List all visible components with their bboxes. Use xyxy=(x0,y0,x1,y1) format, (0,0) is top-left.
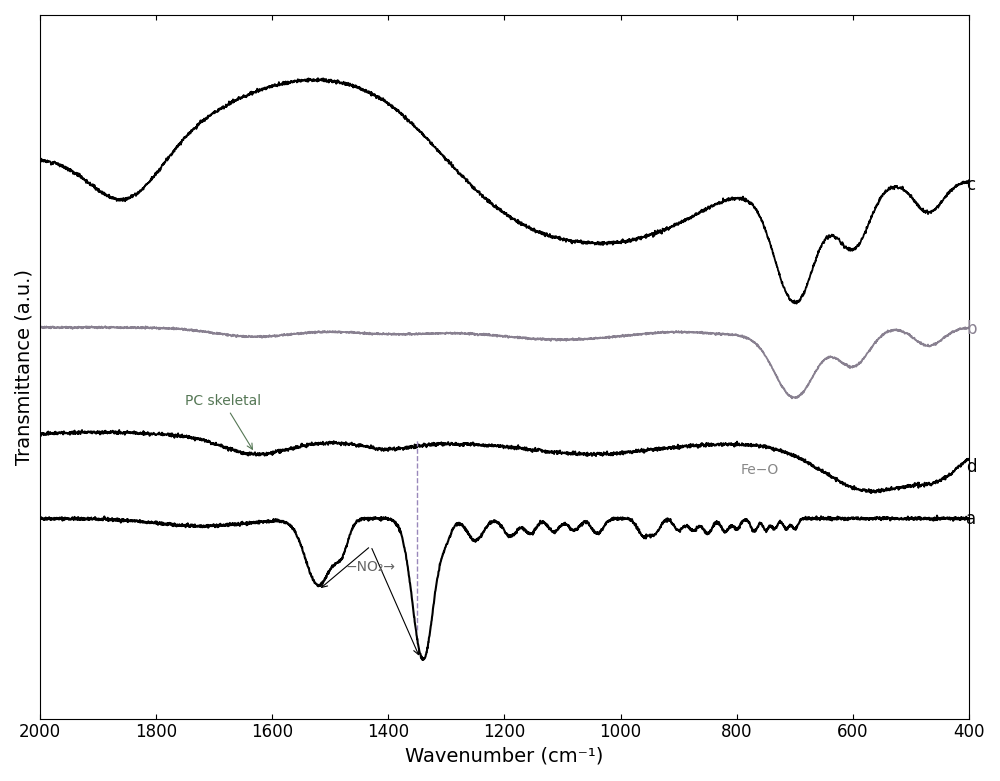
X-axis label: Wavenumber (cm⁻¹): Wavenumber (cm⁻¹) xyxy=(405,747,604,766)
Text: Fe−O: Fe−O xyxy=(741,463,779,477)
Text: b: b xyxy=(966,320,977,338)
Text: d: d xyxy=(966,458,977,476)
Y-axis label: Transmittance (a.u.): Transmittance (a.u.) xyxy=(15,269,34,465)
Text: a: a xyxy=(966,510,976,528)
Text: c: c xyxy=(966,177,975,194)
Text: PC skeletal: PC skeletal xyxy=(185,394,261,449)
Text: −NO₂→: −NO₂→ xyxy=(346,559,396,573)
